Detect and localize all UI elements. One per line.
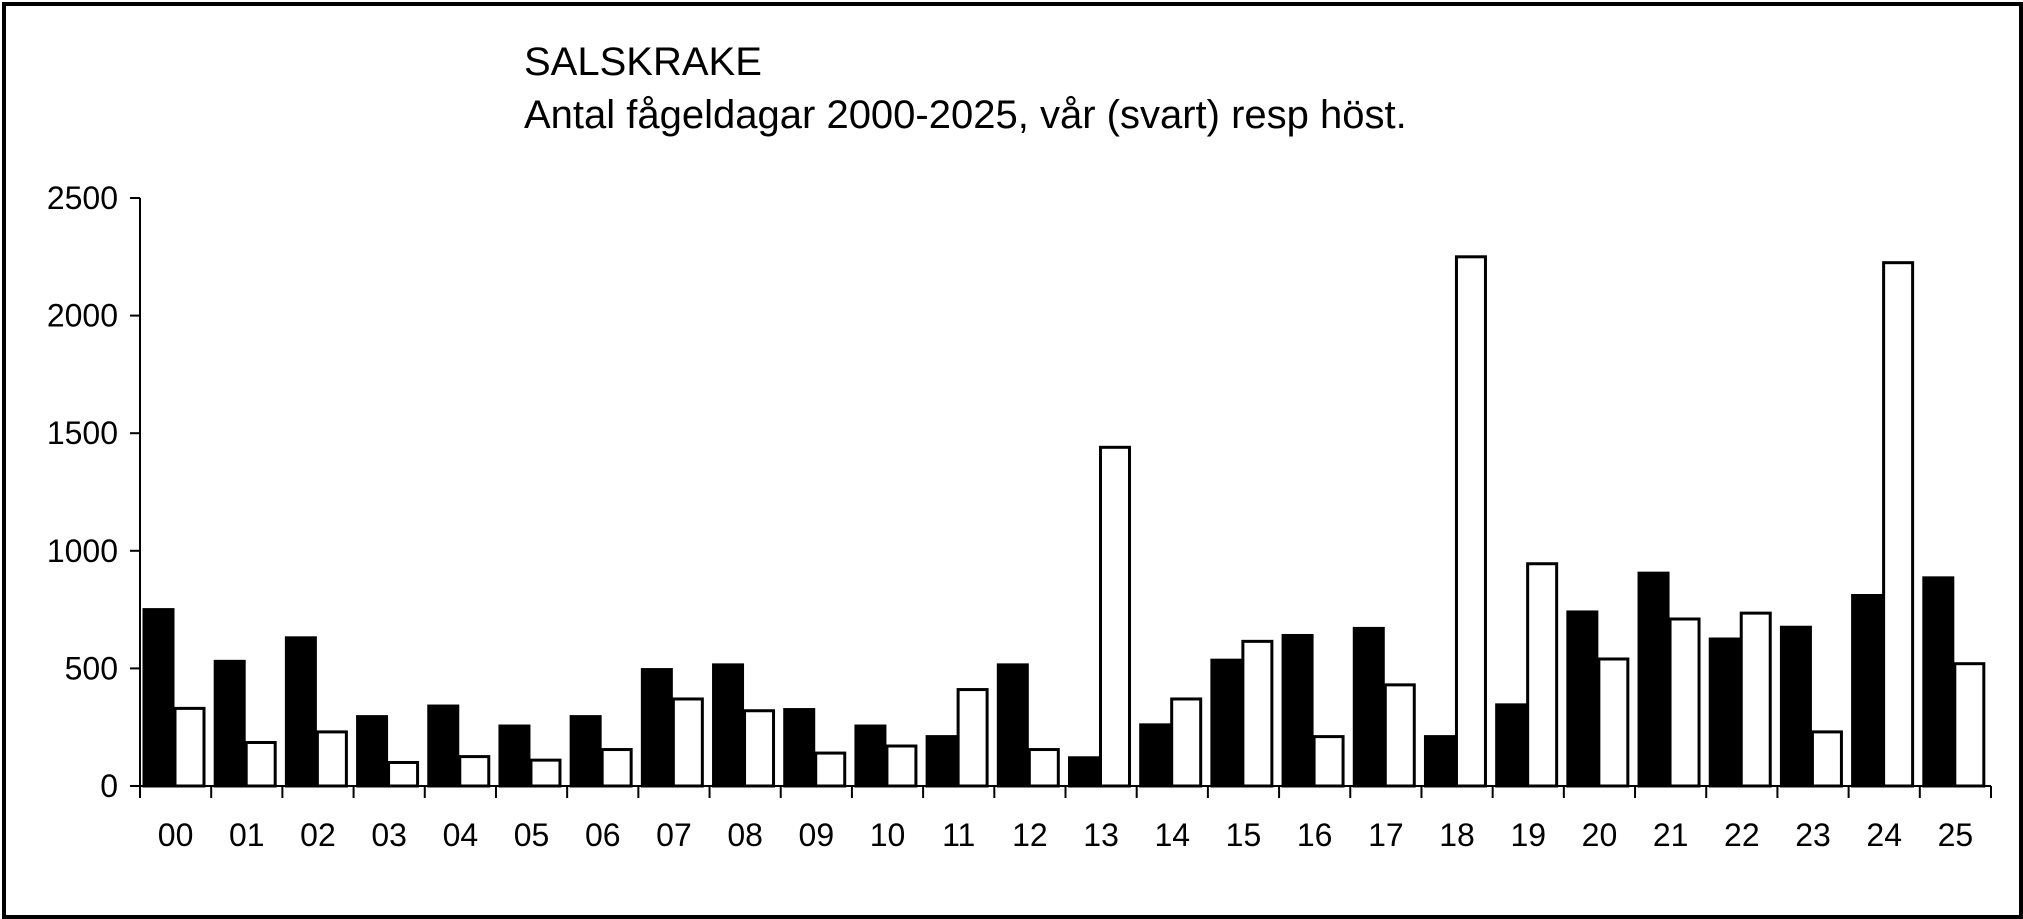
bar-autumn: [1882, 261, 1915, 788]
bar-autumn: [956, 688, 989, 788]
bar-autumn: [600, 748, 633, 788]
bar-spring: [213, 659, 246, 788]
bar-autumn: [458, 755, 491, 788]
bar-autumn: [1027, 748, 1060, 788]
bar-autumn: [671, 697, 704, 788]
bar-spring: [1779, 625, 1812, 788]
bar-autumn: [1526, 562, 1559, 788]
bar-spring: [712, 663, 745, 788]
y-axis: 0 500 1000 1500 2000 2500: [47, 180, 141, 804]
x-tick-label: 03: [371, 817, 407, 853]
y-tick-label: 2000: [47, 298, 118, 334]
x-tick-label: 16: [1297, 817, 1333, 853]
x-tick-label: 10: [870, 817, 906, 853]
bar-autumn: [1953, 662, 1986, 788]
x-tick-label: 05: [514, 817, 550, 853]
bar-spring: [1851, 593, 1884, 788]
bar-autumn: [315, 730, 348, 788]
x-tick-label: 00: [158, 817, 194, 853]
x-tick-label: 02: [300, 817, 336, 853]
x-tick-label: 17: [1368, 817, 1404, 853]
bar-spring: [284, 636, 317, 788]
bar-autumn: [1810, 730, 1843, 788]
bar-spring: [1139, 723, 1172, 788]
bar-spring: [1708, 637, 1741, 788]
bar-spring: [640, 668, 673, 788]
bar-spring: [854, 724, 887, 788]
bar-autumn: [529, 758, 562, 788]
x-tick-label: 15: [1226, 817, 1262, 853]
bar-spring: [783, 708, 816, 788]
bar-autumn: [885, 744, 918, 788]
x-tick-label: 19: [1510, 817, 1546, 853]
bar-spring: [142, 608, 175, 788]
bar-autumn: [814, 751, 847, 788]
x-tick-label: 21: [1653, 817, 1689, 853]
y-tick-label: 500: [65, 650, 118, 686]
y-tick-label: 2500: [47, 180, 118, 216]
bar-autumn: [244, 740, 277, 788]
x-tick-label: 09: [799, 817, 835, 853]
x-tick-label: 25: [1938, 817, 1974, 853]
x-tick-label: 06: [585, 817, 621, 853]
bar-autumn: [1312, 735, 1345, 788]
x-axis: 00 01 02 03 04 05 06 07 08 09 10 11 12 13 14 15 16 17 18 19…: [139, 785, 1992, 853]
x-tick-label: 22: [1724, 817, 1760, 853]
y-tick-label: 1500: [47, 415, 118, 451]
bar-autumn: [1383, 683, 1416, 788]
bar-spring: [1566, 610, 1599, 788]
bar-spring: [1210, 658, 1243, 788]
bar-autumn: [1170, 697, 1203, 788]
bar-autumn: [173, 706, 206, 788]
x-tick-label: 11: [942, 817, 975, 853]
bar-autumn: [1099, 445, 1131, 788]
bar-spring: [1423, 735, 1456, 788]
bar-autumn: [387, 760, 420, 788]
bar-spring: [356, 715, 389, 788]
x-tick-label: 23: [1795, 817, 1831, 853]
bar-autumn: [1454, 255, 1487, 788]
bar-autumn: [743, 709, 776, 788]
x-tick-label: 08: [727, 817, 763, 853]
bar-spring: [996, 663, 1029, 788]
bar-chart: SALSKRAKE Antal fågeldagar 2000-2025, vå…: [47, 40, 1992, 853]
bar-spring: [1922, 576, 1955, 788]
bar-spring: [925, 735, 958, 788]
x-tick-label: 04: [443, 817, 479, 853]
x-tick-label: 18: [1439, 817, 1475, 853]
bar-spring: [569, 715, 602, 788]
bar-spring: [1352, 626, 1385, 788]
x-tick-label: 24: [1866, 817, 1902, 853]
bar-spring: [1495, 703, 1528, 788]
x-tick-label: 12: [1012, 817, 1048, 853]
x-tick-label: 13: [1083, 817, 1119, 853]
chart-subtitle: Antal fågeldagar 2000-2025, vår (svart) …: [524, 93, 1407, 137]
x-tick-label: 20: [1582, 817, 1618, 853]
y-tick-label: 0: [100, 768, 118, 804]
chart-title: SALSKRAKE: [524, 40, 762, 84]
bar-autumn: [1668, 617, 1701, 788]
bar-autumn: [1597, 657, 1630, 788]
bar-spring: [498, 724, 531, 788]
bars: [142, 255, 1986, 788]
x-tick-label: 01: [229, 817, 265, 853]
y-tick-label: 1000: [47, 533, 118, 569]
x-tick-label: 07: [656, 817, 692, 853]
bar-spring: [1281, 633, 1314, 788]
bar-autumn: [1739, 611, 1772, 788]
x-tick-label: 14: [1154, 817, 1190, 853]
bar-spring: [1637, 571, 1670, 788]
bar-spring: [427, 704, 460, 788]
bar-spring: [1068, 756, 1100, 788]
bar-autumn: [1241, 639, 1274, 788]
